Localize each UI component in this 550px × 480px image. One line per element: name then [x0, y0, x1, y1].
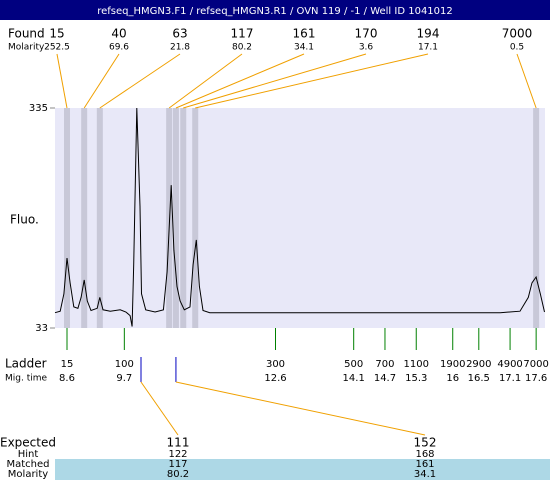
- peak-band: [81, 108, 88, 328]
- found-leader: [183, 53, 367, 109]
- title: refseq_HMGN3.F1 / refseq_HMGN3.R1 / OVN …: [97, 6, 453, 17]
- expected-leader: [140, 381, 179, 436]
- y-tick-label: 33: [35, 323, 48, 334]
- expected-matched: 117: [168, 459, 187, 470]
- ladder-time: 12.6: [264, 373, 286, 384]
- plot-area: [55, 108, 545, 328]
- peak-band: [172, 108, 179, 328]
- found-molarity: 17.1: [418, 43, 438, 53]
- ladder-time: 14.1: [343, 373, 365, 384]
- expected-row-label: Matched: [6, 459, 49, 470]
- expected-hint: 168: [415, 449, 434, 460]
- expected-hint: 122: [168, 449, 187, 460]
- ladder-size: 1100: [404, 359, 429, 370]
- found-size: 161: [293, 27, 316, 41]
- expected-leader: [175, 381, 426, 436]
- found-label: Found: [8, 27, 45, 41]
- ladder-time: 15.3: [405, 373, 427, 384]
- y-label: Fluo.: [10, 213, 39, 227]
- found-molarity: 3.6: [359, 43, 374, 53]
- peak-band: [533, 108, 540, 328]
- found-molarity: 69.6: [109, 43, 129, 53]
- trace: [54, 107, 545, 327]
- ladder-time: 16.5: [468, 373, 490, 384]
- found-molarity: 80.2: [232, 43, 252, 53]
- found-size: 194: [417, 27, 440, 41]
- ladder-size: 2900: [466, 359, 491, 370]
- peak-band: [96, 108, 103, 328]
- expected-row-label: Hint: [18, 449, 39, 460]
- ladder-size: 500: [344, 359, 363, 370]
- peak-band: [180, 108, 187, 328]
- ladder-time: 8.6: [59, 373, 75, 384]
- found-size: 170: [355, 27, 378, 41]
- ladder-size: 100: [115, 359, 134, 370]
- ladder-size: 300: [266, 359, 285, 370]
- found-leader: [168, 53, 243, 109]
- molarity-label: Molarity: [8, 43, 45, 53]
- found-leader: [516, 53, 537, 109]
- title-bar: [0, 0, 550, 20]
- found-size: 63: [172, 27, 187, 41]
- peak-band: [63, 108, 70, 328]
- ladder-time: 17.6: [525, 373, 547, 384]
- peak-band: [192, 108, 199, 328]
- found-leader: [83, 53, 120, 109]
- expected-expected: 111: [167, 436, 190, 450]
- ladder-time: 14.7: [374, 373, 396, 384]
- expected-row-label: Expected: [0, 436, 56, 450]
- y-tick-label: 335: [29, 103, 48, 114]
- found-size: 117: [231, 27, 254, 41]
- found-molarity: 252.5: [44, 43, 70, 53]
- ladder-size: 4900: [497, 359, 522, 370]
- ladder-time: 9.7: [116, 373, 132, 384]
- expected-molarity: 80.2: [167, 469, 189, 480]
- matched-band: [55, 459, 550, 480]
- expected-matched: 161: [415, 459, 434, 470]
- expected-molarity: 34.1: [414, 469, 436, 480]
- found-leader: [56, 53, 68, 109]
- found-leader: [175, 53, 305, 109]
- ladder-label: Ladder: [5, 357, 47, 371]
- ladder-size: 7000: [523, 359, 548, 370]
- expected-row-label: Molarity: [8, 469, 48, 480]
- ladder-time: 17.1: [499, 373, 521, 384]
- ladder-size: 15: [61, 359, 74, 370]
- found-size: 15: [49, 27, 64, 41]
- ladder-time: 16: [446, 373, 459, 384]
- ladder-size: 700: [375, 359, 394, 370]
- ladder-size: 1900: [440, 359, 465, 370]
- expected-expected: 152: [414, 436, 437, 450]
- found-molarity: 34.1: [294, 43, 314, 53]
- found-leader: [195, 53, 429, 109]
- found-leader: [99, 53, 181, 109]
- found-molarity: 21.8: [170, 43, 190, 53]
- found-size: 40: [111, 27, 126, 41]
- mig-time-label: Mig. time: [5, 374, 47, 384]
- found-molarity: 0.5: [510, 43, 524, 53]
- found-size: 7000: [502, 27, 533, 41]
